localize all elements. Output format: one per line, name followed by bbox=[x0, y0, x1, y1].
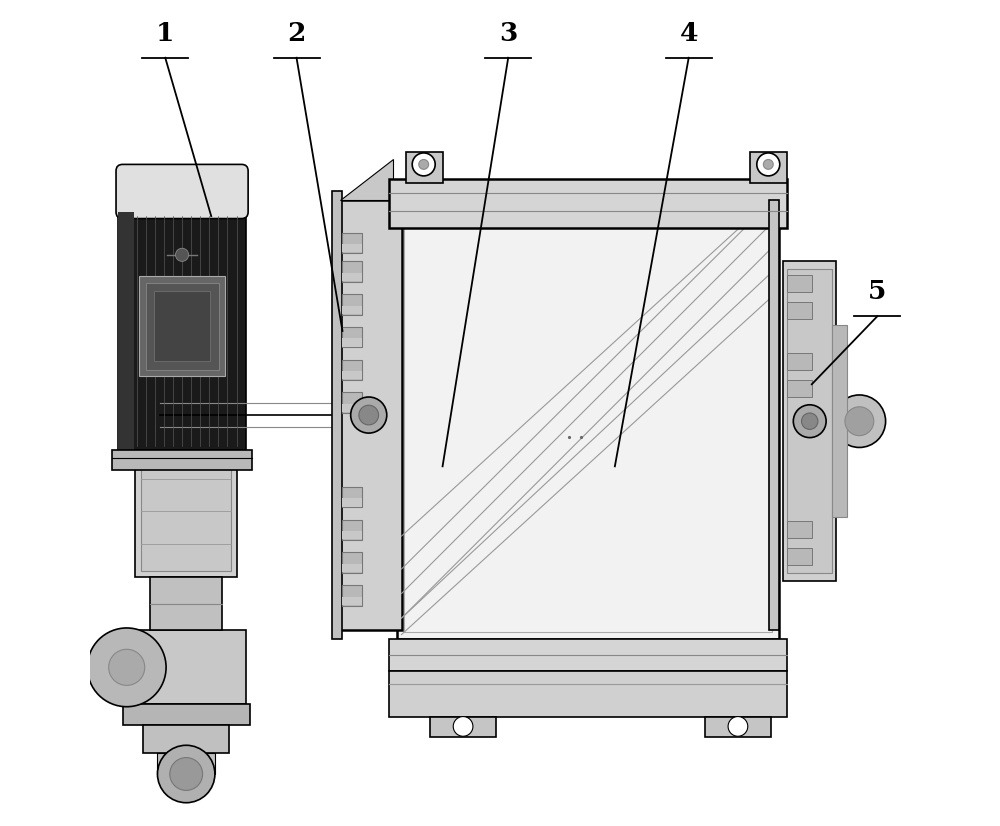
Bar bbox=[783, 261, 836, 582]
Circle shape bbox=[802, 413, 818, 430]
Bar bbox=[150, 577, 222, 630]
Bar bbox=[389, 179, 787, 229]
Bar bbox=[342, 232, 362, 253]
Bar bbox=[342, 498, 362, 506]
Circle shape bbox=[833, 395, 886, 448]
Text: 4: 4 bbox=[679, 21, 698, 45]
Bar bbox=[430, 717, 496, 737]
Bar bbox=[141, 457, 231, 571]
Bar bbox=[787, 302, 812, 319]
Circle shape bbox=[157, 745, 215, 803]
Bar bbox=[750, 152, 787, 183]
Bar bbox=[139, 276, 225, 376]
Bar bbox=[787, 353, 812, 369]
Bar bbox=[342, 359, 362, 380]
Bar bbox=[769, 200, 779, 630]
Bar bbox=[787, 380, 812, 396]
Bar bbox=[342, 339, 362, 347]
Bar bbox=[342, 306, 362, 314]
Circle shape bbox=[359, 406, 379, 425]
Bar bbox=[342, 586, 362, 605]
Text: 5: 5 bbox=[868, 279, 887, 304]
Bar bbox=[123, 705, 250, 724]
Bar bbox=[342, 487, 362, 507]
Bar bbox=[112, 450, 252, 471]
Bar bbox=[127, 630, 246, 705]
Bar bbox=[340, 200, 402, 630]
Bar bbox=[342, 273, 362, 281]
Bar bbox=[342, 553, 362, 573]
Bar bbox=[332, 192, 342, 638]
Bar bbox=[389, 638, 787, 672]
Bar bbox=[143, 724, 229, 753]
Bar bbox=[787, 269, 832, 573]
Circle shape bbox=[453, 717, 473, 736]
Bar bbox=[342, 371, 362, 379]
Bar bbox=[787, 521, 812, 538]
Circle shape bbox=[728, 717, 748, 736]
Bar bbox=[154, 291, 210, 361]
Circle shape bbox=[87, 628, 166, 707]
Circle shape bbox=[176, 249, 189, 261]
Bar bbox=[118, 212, 246, 450]
Bar bbox=[832, 325, 847, 517]
Circle shape bbox=[845, 406, 874, 435]
Circle shape bbox=[419, 159, 429, 169]
Bar bbox=[157, 753, 215, 774]
Bar bbox=[342, 531, 362, 539]
Circle shape bbox=[412, 153, 435, 176]
Bar bbox=[705, 717, 771, 737]
Bar bbox=[342, 520, 362, 540]
Circle shape bbox=[170, 757, 203, 790]
Bar bbox=[342, 392, 362, 413]
Text: 2: 2 bbox=[287, 21, 306, 45]
Bar bbox=[135, 450, 237, 577]
Bar bbox=[397, 192, 779, 638]
Circle shape bbox=[109, 649, 145, 686]
Bar bbox=[342, 596, 362, 605]
Bar bbox=[342, 564, 362, 572]
Bar bbox=[787, 548, 812, 565]
Bar bbox=[389, 672, 787, 717]
Circle shape bbox=[763, 159, 773, 169]
Polygon shape bbox=[340, 159, 393, 200]
Bar bbox=[342, 404, 362, 412]
Circle shape bbox=[351, 397, 387, 433]
Text: 1: 1 bbox=[156, 21, 174, 45]
Circle shape bbox=[757, 153, 780, 176]
Bar bbox=[342, 244, 362, 252]
Bar bbox=[404, 198, 772, 632]
Bar bbox=[342, 261, 362, 282]
Bar bbox=[342, 294, 362, 315]
Bar bbox=[118, 212, 134, 450]
Circle shape bbox=[793, 405, 826, 438]
Bar bbox=[406, 152, 443, 183]
FancyBboxPatch shape bbox=[116, 164, 248, 219]
Text: 3: 3 bbox=[499, 21, 517, 45]
Bar bbox=[146, 282, 219, 369]
Bar bbox=[787, 275, 812, 292]
Bar bbox=[342, 327, 362, 348]
